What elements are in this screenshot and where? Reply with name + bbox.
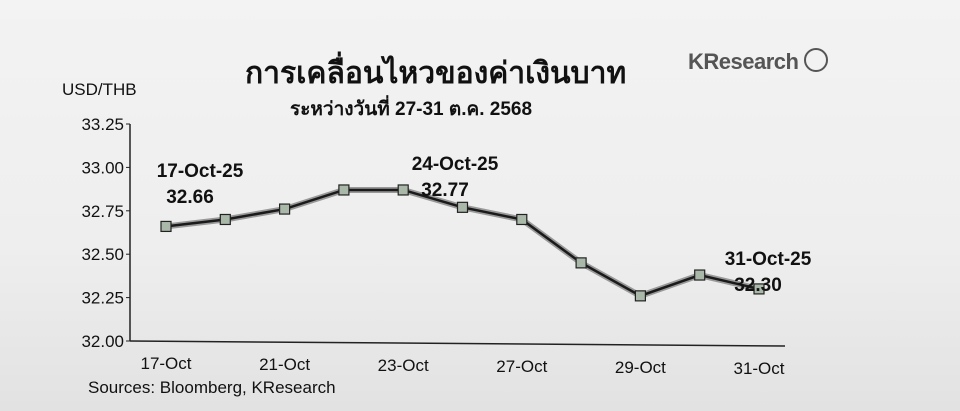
x-tick-label: 17-Oct — [140, 354, 191, 373]
data-point — [160, 220, 172, 233]
source-note: Sources: Bloomberg, KResearch — [88, 378, 336, 397]
x-tick-label: 31-Oct — [733, 359, 784, 378]
x-tick-label: 23-Oct — [378, 356, 429, 375]
logo-emblem-icon — [804, 48, 829, 72]
x-tick-label: 27-Oct — [496, 357, 547, 376]
data-point — [694, 269, 706, 281]
chart-title: การเคลื่อนไหวของค่าเงินบาท — [245, 57, 627, 90]
y-tick-label: 32.00 — [81, 332, 124, 351]
y-tick-label: 33.00 — [81, 158, 124, 177]
x-tick-label: 21-Oct — [259, 355, 310, 374]
data-point — [397, 184, 409, 196]
kresearch-logo: KResearch — [688, 48, 829, 75]
data-point — [634, 290, 647, 302]
data-point — [219, 213, 231, 226]
x-axis — [129, 340, 786, 347]
logo-text: KResearch — [688, 49, 799, 74]
annotation-date: 17-Oct-25 — [157, 161, 244, 182]
annotation-value: 32.77 — [421, 180, 469, 201]
annotation-date: 24-Oct-25 — [412, 154, 499, 175]
y-tick-label: 32.50 — [81, 245, 124, 264]
data-point — [338, 184, 350, 196]
x-tick-label: 29-Oct — [615, 358, 666, 377]
chart-subtitle: ระหว่างวันที่ 27-31 ต.ค. 2568 — [290, 99, 533, 120]
data-point — [516, 213, 528, 226]
data-point — [575, 257, 587, 269]
data-point — [753, 283, 765, 295]
y-tick-label: 33.25 — [81, 115, 124, 134]
annotation-date: 31-Oct-25 — [725, 249, 812, 270]
data-point — [279, 203, 291, 215]
y-tick-label: 32.75 — [81, 202, 124, 221]
annotation-value: 32.30 — [734, 275, 782, 296]
y-tick-label: 32.25 — [81, 289, 124, 308]
data-point — [456, 201, 469, 213]
y-axis-label: USD/THB — [62, 80, 137, 99]
annotation-value: 32.66 — [166, 187, 214, 208]
